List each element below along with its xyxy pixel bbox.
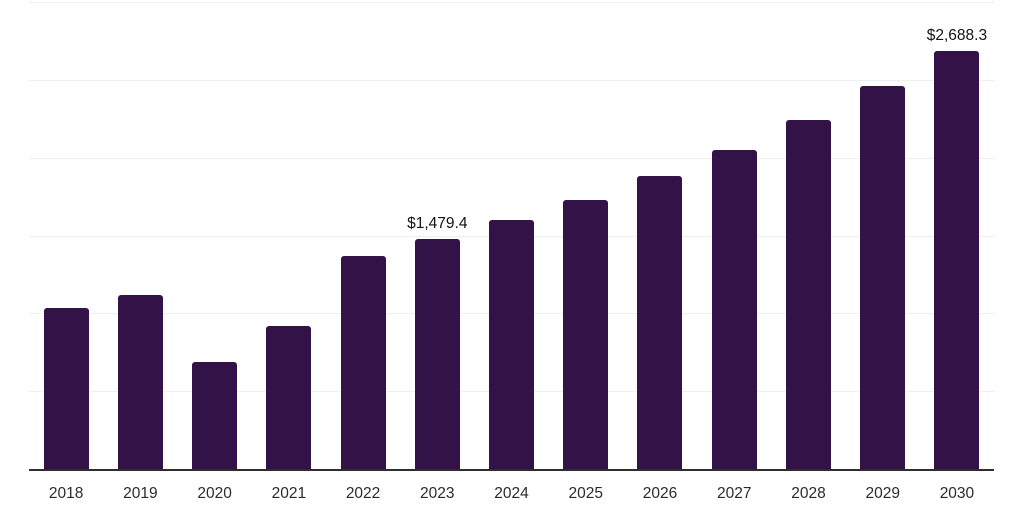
bar-2023 [414,238,460,469]
bar-2025 [563,199,609,469]
data-label-2030: $2,688.3 [926,26,988,44]
bar-2027 [711,149,757,469]
bars-container: $1,479.4 $2,688.3 [29,2,994,469]
x-tick-label-2027: 2027 [716,485,752,502]
x-tick-label-2021: 2021 [271,485,307,502]
gridline [29,157,994,159]
bar-slot-2020 [177,2,251,469]
bar-2024 [489,219,535,469]
x-tick-label-2020: 2020 [197,485,232,502]
bar-2022 [340,255,386,469]
bar-2021 [266,325,312,469]
bar-2026 [637,175,683,469]
x-axis-labels: 2018 2019 2020 2021 2022 2023 2024 2025 2026 2027… [29,471,994,503]
bar-slot-2019 [103,2,177,469]
bar-2028 [785,120,831,469]
bar-2020 [192,361,238,469]
bar-slot-2027 [697,2,771,469]
bar-slot-2021 [252,2,326,469]
x-tick-label-2030: 2030 [939,485,975,502]
bar-slot-2029 [846,2,920,469]
gridline [29,79,994,81]
bar-2019 [117,294,163,469]
x-tick-label-2019: 2019 [123,485,158,502]
x-tick-label-2018: 2018 [48,485,84,502]
bar-slot-2024 [474,2,548,469]
bar-2018 [43,307,89,469]
bar-slot-2023: $1,479.4 [400,2,474,469]
bar-slot-2028 [771,2,845,469]
x-tick-label-2028: 2028 [791,485,826,502]
x-tick-label-2029: 2029 [865,485,900,502]
x-tick-label-2026: 2026 [642,485,678,502]
x-tick-label-2025: 2025 [568,485,603,502]
x-tick-label-2024: 2024 [494,485,529,502]
bar-slot-2018 [29,2,103,469]
x-tick-label-2023: 2023 [420,485,455,502]
bar-2030 [934,50,980,469]
plot-area: $1,479.4 $2,688.3 [29,2,994,471]
bar-slot-2030: $2,688.3 [920,2,994,469]
gridline [29,2,994,3]
bar-slot-2025 [549,2,623,469]
bar-slot-2022 [326,2,400,469]
x-tick-label-2022: 2022 [345,485,381,502]
bar-2029 [860,86,906,469]
data-label-2023: $1,479.4 [407,214,468,232]
bar-slot-2026 [623,2,697,469]
